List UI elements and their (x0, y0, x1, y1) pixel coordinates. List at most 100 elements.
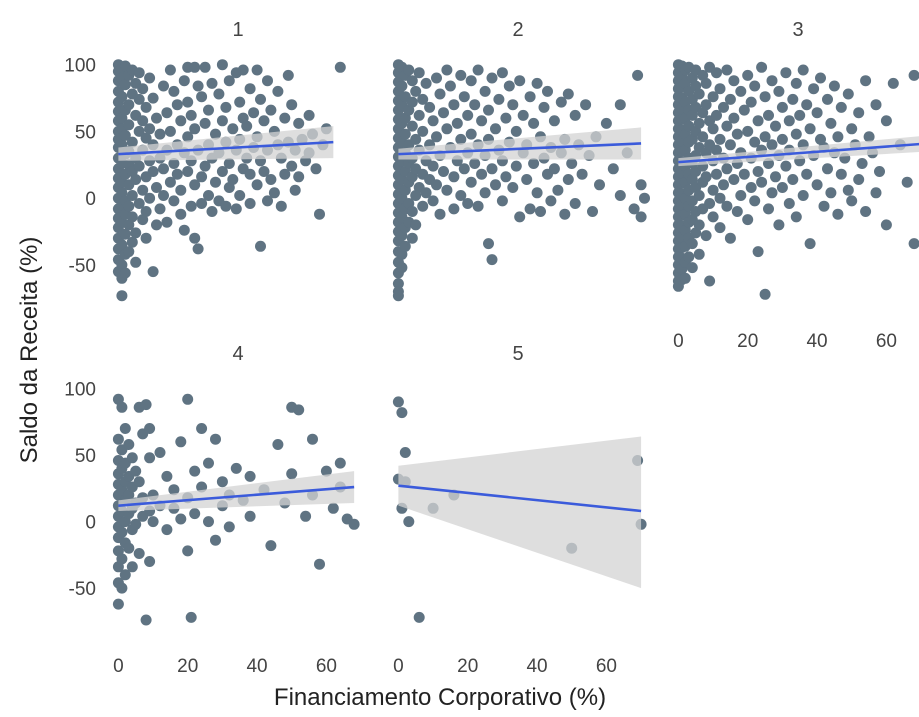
data-point (770, 171, 781, 183)
data-point (210, 176, 221, 188)
data-point (123, 542, 135, 554)
data-point (524, 203, 536, 215)
data-point (161, 216, 173, 228)
data-point (759, 131, 771, 143)
data-point (286, 468, 298, 480)
data-point (846, 123, 858, 135)
data-point (144, 192, 156, 204)
y-tick-label: 0 (85, 513, 96, 534)
data-point (870, 187, 882, 199)
data-point (126, 211, 138, 223)
data-point (853, 174, 865, 185)
data-point (392, 290, 404, 302)
data-point (175, 513, 187, 525)
data-point (776, 182, 788, 193)
data-point (462, 109, 474, 121)
data-point (293, 404, 305, 416)
data-point (133, 160, 145, 172)
data-point (133, 198, 145, 209)
data-point (206, 206, 218, 217)
x-axis-title: Financiamento Corporativo (%) (274, 684, 606, 711)
confidence-band (398, 436, 642, 589)
data-point (749, 195, 761, 207)
data-point (147, 92, 159, 104)
data-point (493, 93, 505, 105)
data-point (486, 254, 498, 266)
data-point (448, 203, 460, 215)
data-point (693, 219, 705, 231)
data-point (566, 158, 578, 169)
data-point (175, 436, 187, 448)
data-point (123, 246, 135, 258)
data-point (901, 176, 913, 188)
data-point (714, 222, 726, 234)
data-point (804, 123, 816, 135)
data-point (119, 228, 131, 240)
x-tick-label: 0 (113, 656, 124, 677)
data-point (545, 195, 557, 207)
data-point (420, 77, 432, 89)
data-point (133, 476, 145, 488)
data-point (258, 115, 270, 127)
data-point (185, 611, 197, 623)
data-point (244, 198, 256, 209)
data-point (268, 187, 280, 199)
data-point (731, 128, 743, 140)
data-point (787, 174, 799, 185)
data-point (130, 227, 142, 239)
data-point (528, 158, 540, 169)
data-point (632, 69, 644, 81)
data-point (711, 67, 722, 79)
data-point (314, 208, 325, 220)
data-point (531, 77, 543, 89)
data-point (151, 182, 162, 193)
data-point (272, 85, 284, 97)
data-point (801, 168, 813, 180)
data-point (348, 518, 360, 530)
x-tick-label: 0 (673, 331, 684, 352)
data-point (168, 484, 180, 496)
data-point (126, 136, 138, 148)
data-point (427, 160, 439, 172)
data-point (773, 219, 785, 231)
data-point (210, 433, 221, 445)
data-point (853, 107, 865, 119)
fit-line (678, 142, 919, 164)
data-point (216, 115, 228, 127)
data-point (780, 67, 792, 79)
x-tick-label: 0 (393, 656, 404, 677)
data-point (880, 219, 892, 231)
data-point (721, 64, 733, 76)
data-point (406, 206, 418, 217)
data-point (216, 59, 228, 71)
data-point (396, 407, 408, 419)
data-point (562, 88, 574, 100)
data-point (842, 88, 854, 100)
data-point (300, 510, 312, 522)
data-point (403, 64, 415, 76)
data-point (517, 109, 529, 121)
data-point (251, 64, 263, 76)
x-tick-label: 20 (457, 656, 478, 677)
data-point (683, 251, 695, 263)
data-point (147, 516, 159, 528)
data-point (192, 80, 204, 92)
data-point (417, 93, 429, 105)
data-point (756, 61, 768, 73)
data-point (555, 96, 567, 108)
data-point (189, 61, 201, 73)
data-point (500, 112, 512, 124)
data-point (721, 163, 733, 175)
data-point (130, 518, 142, 530)
data-point (458, 91, 470, 103)
data-point (158, 163, 169, 175)
data-point (279, 112, 291, 124)
data-point (424, 101, 436, 113)
data-point (175, 184, 187, 196)
data-point (126, 452, 138, 464)
y-axis-ticks: -50 0 50 100 -50 0 50 100 (64, 56, 96, 600)
data-point (441, 64, 453, 76)
data-point (320, 465, 332, 477)
data-point (607, 163, 619, 175)
data-point (818, 200, 830, 212)
